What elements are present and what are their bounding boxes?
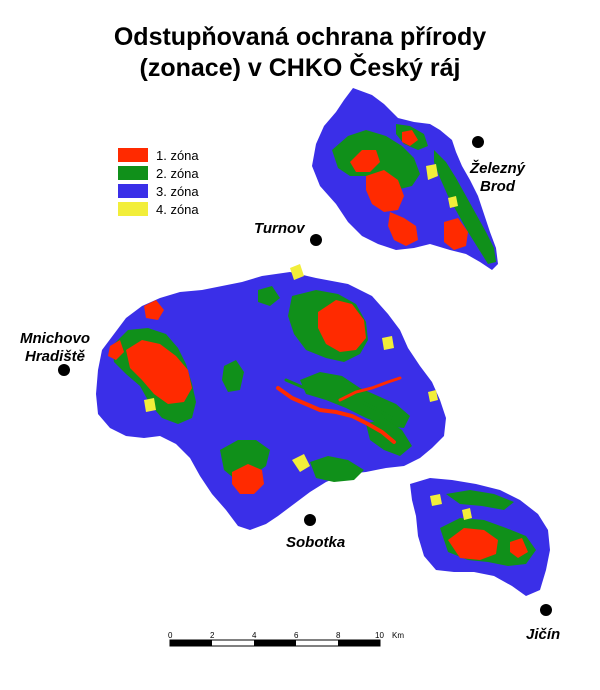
region-main-zone-4-b [292, 454, 310, 472]
region-main-zone-4-d [382, 336, 394, 350]
legend-item-zone-4: 4. zóna [118, 200, 199, 218]
scale-tick-0: 0 [168, 631, 173, 640]
region-southeast-zone-2-b [446, 490, 514, 510]
legend-swatch-zone-4 [118, 202, 148, 216]
region-main-zone-1-e [108, 340, 124, 360]
scale-tick-10: 10 [375, 631, 384, 640]
scale-tick-4: 4 [252, 631, 257, 640]
region-main-zone-1-c [232, 464, 264, 494]
title-line-1: Odstupňovaná ochrana přírody [113, 23, 487, 51]
town-label-zelezny-brod: Železný Brod [470, 160, 525, 196]
region-main-zone-1-b [126, 340, 192, 404]
region-main-zone-1-a [318, 300, 366, 352]
region-main-river-zone-2 [284, 378, 394, 420]
region-northeast-zone-4-a [426, 164, 438, 180]
region-main-zone-2-f [222, 360, 244, 392]
region-southeast [410, 478, 550, 596]
legend-item-zone-3: 3. zóna [118, 182, 199, 200]
legend-label-zone-3: 3. zóna [156, 183, 199, 199]
region-main-zone-4-a [290, 264, 304, 280]
legend-swatch-zone-3 [118, 184, 148, 198]
region-northeast-zone-1-a [366, 170, 404, 212]
town-marker-zelezny-brod [472, 136, 484, 148]
region-main-zone-1-d [144, 300, 164, 320]
scale-unit: Km [392, 631, 404, 640]
town-label-turnov: Turnov [254, 220, 305, 237]
region-main-zone-2-g [258, 286, 280, 306]
region-main-river-zone-1-b [338, 376, 402, 402]
scale-bar-segment-5 [338, 640, 380, 646]
region-northeast [312, 88, 498, 270]
legend-item-zone-2: 2. zóna [118, 164, 199, 182]
legend-label-zone-2: 2. zóna [156, 165, 199, 181]
region-main [96, 264, 446, 530]
town-marker-turnov [310, 234, 322, 246]
region-main-zone-4-e [428, 390, 438, 402]
region-northeast-zone-1-c [444, 218, 468, 250]
legend-swatch-zone-2 [118, 166, 148, 180]
town-label-jicin: Jičín [526, 626, 561, 643]
region-northeast-zone-1-e [402, 130, 418, 146]
legend-item-zone-1: 1. zóna [118, 146, 199, 164]
town-label-mnichovo-hradiste: Mnichovo Hradiště [20, 330, 90, 366]
region-main-zone-2-d [310, 456, 364, 482]
legend: 1. zóna 2. zóna 3. zóna 4. zóna [118, 146, 199, 218]
scale-bar [169, 639, 381, 647]
town-label-sobotka: Sobotka [286, 534, 346, 551]
region-southeast-zone-1-b [510, 538, 528, 558]
map-title: Odstupňovaná ochrana přírody (zonace) v … [0, 22, 600, 84]
scale-tick-2: 2 [210, 631, 215, 640]
region-southeast-zone-4-b [462, 508, 472, 520]
region-southeast-zone-1-a [448, 528, 498, 560]
region-northeast-zone-1-d [350, 150, 380, 172]
town-marker-sobotka [304, 514, 316, 526]
legend-label-zone-4: 4. zóna [156, 201, 199, 217]
region-northeast-zone-1-b [388, 212, 418, 246]
scale-bar-segment-3 [254, 640, 296, 646]
scale-tick-8: 8 [336, 631, 341, 640]
town-label-mnichovo-line-2: Hradiště [24, 348, 86, 365]
title-line-2: (zonace) v CHKO Český ráj [139, 54, 461, 82]
region-main-river-zone-1 [276, 386, 396, 444]
town-label-zelezny-brod-line-1: Železný [470, 160, 526, 177]
legend-swatch-zone-1 [118, 148, 148, 162]
region-southeast-zone-4-a [430, 494, 442, 506]
town-marker-mnichovo-hradiste [58, 364, 70, 376]
region-northeast-zone-2-a [434, 150, 496, 264]
legend-label-zone-1: 1. zóna [156, 147, 199, 163]
scale-bar-segment-1 [170, 640, 212, 646]
town-label-zelezny-brod-line-2: Brod [480, 178, 516, 195]
region-main-zone-4-c [144, 398, 156, 412]
town-marker-jicin [540, 604, 552, 616]
town-label-mnichovo-line-1: Mnichovo [20, 330, 90, 347]
region-northeast-zone-4-b [448, 196, 458, 208]
scale-tick-6: 6 [294, 631, 299, 640]
